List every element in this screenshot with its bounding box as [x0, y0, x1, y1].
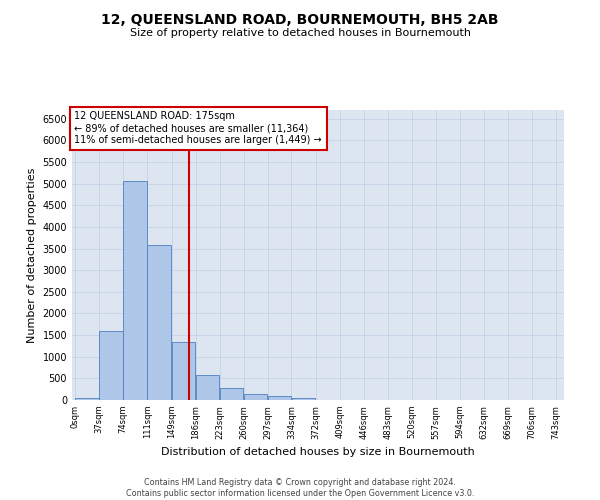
Text: 12 QUEENSLAND ROAD: 175sqm
← 89% of detached houses are smaller (11,364)
11% of : 12 QUEENSLAND ROAD: 175sqm ← 89% of deta… [74, 112, 322, 144]
Text: 12, QUEENSLAND ROAD, BOURNEMOUTH, BH5 2AB: 12, QUEENSLAND ROAD, BOURNEMOUTH, BH5 2A… [101, 12, 499, 26]
Text: Size of property relative to detached houses in Bournemouth: Size of property relative to detached ho… [130, 28, 470, 38]
Bar [147, 245, 171, 400]
Bar [100, 330, 123, 400]
Y-axis label: Number of detached properties: Number of detached properties [27, 168, 37, 342]
Text: Contains HM Land Registry data © Crown copyright and database right 2024.
Contai: Contains HM Land Registry data © Crown c… [126, 478, 474, 498]
Bar [76, 398, 99, 400]
Bar [268, 396, 291, 400]
Bar [172, 342, 196, 400]
Bar [124, 182, 147, 400]
Bar [220, 388, 244, 400]
X-axis label: Distribution of detached houses by size in Bournemouth: Distribution of detached houses by size … [161, 447, 475, 457]
Bar [292, 398, 315, 400]
Bar [244, 394, 268, 400]
Bar [196, 375, 220, 400]
